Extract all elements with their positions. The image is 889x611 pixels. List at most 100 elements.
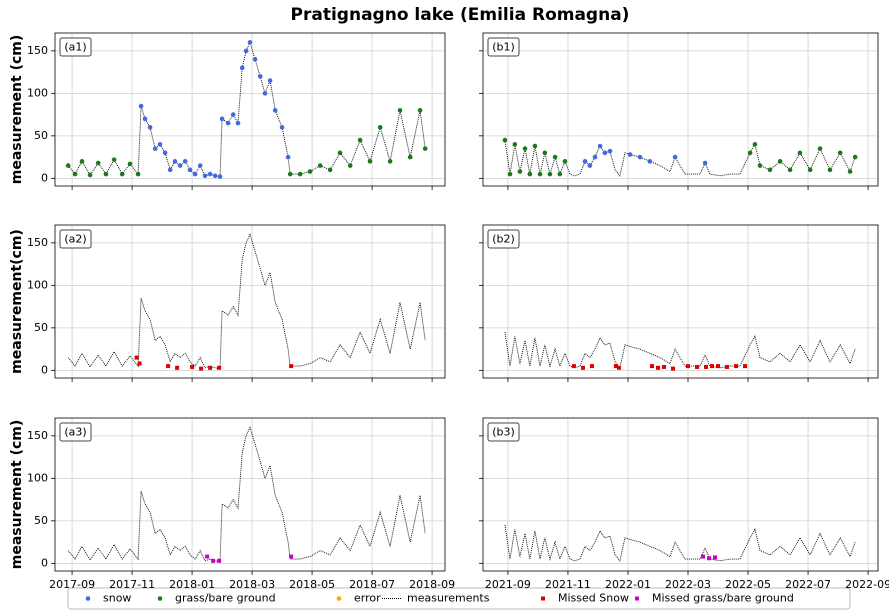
y-tick-label: 100 [27, 278, 48, 291]
square-point [670, 366, 675, 371]
square-point [199, 366, 204, 371]
point [172, 159, 178, 164]
panel-label-box [487, 229, 520, 249]
point [637, 154, 643, 160]
y-tick-label: 0 [41, 556, 48, 569]
y-tick-label: 150 [27, 236, 48, 249]
point [367, 159, 373, 164]
point [262, 91, 268, 96]
panel-label: (a3) [64, 426, 86, 439]
y-tick-label: 100 [27, 86, 48, 99]
point [327, 167, 333, 173]
point [702, 160, 708, 166]
point [557, 171, 563, 177]
point [757, 163, 763, 168]
panel-label: (a2) [64, 233, 86, 246]
legend-label: Missed grass/bare ground [652, 592, 794, 605]
square-point [710, 364, 715, 369]
panel-label-box [487, 37, 520, 57]
panel-label: (b2) [492, 233, 515, 246]
point [138, 103, 144, 109]
point [79, 159, 85, 164]
square-point [589, 364, 594, 369]
point [777, 159, 783, 164]
square-point [616, 365, 621, 370]
panel-label-box [59, 422, 92, 442]
y-axis-label: measurement (cm) [9, 420, 25, 570]
point [747, 150, 753, 156]
point [225, 120, 231, 126]
measurement-line [67, 233, 426, 370]
square-point [725, 364, 730, 369]
square-point [686, 364, 691, 369]
point [767, 167, 773, 173]
point [257, 74, 263, 79]
plot-frame [54, 224, 446, 379]
point [272, 108, 278, 113]
point [537, 171, 543, 177]
point [592, 154, 598, 160]
point [162, 150, 168, 156]
point [407, 154, 413, 160]
plot-frame [482, 417, 879, 572]
y-tick-label: 0 [41, 171, 48, 184]
point [587, 163, 593, 168]
plot-frame [54, 417, 446, 572]
point [177, 163, 183, 168]
x-tick-label: 2022-03 [665, 578, 711, 591]
point [267, 78, 273, 83]
point [72, 171, 78, 177]
legend-label: snow [103, 592, 131, 605]
legend-label: Missed Snow [558, 592, 629, 605]
point [111, 157, 117, 162]
point [347, 163, 353, 168]
legend-label: grass/bare ground [175, 592, 276, 605]
square-point [649, 364, 654, 369]
x-tick-label: 2018-03 [229, 578, 275, 591]
square-point [217, 558, 222, 563]
legend-label: measurements [407, 592, 490, 605]
point [212, 173, 218, 179]
legend-marker [635, 596, 639, 601]
point [317, 163, 323, 168]
point [357, 137, 363, 143]
square-point [175, 365, 180, 370]
point [542, 150, 548, 156]
x-tick-label: 2017-09 [49, 578, 95, 591]
x-tick-label: 2022-07 [785, 578, 831, 591]
point [837, 150, 843, 156]
point [377, 125, 383, 130]
y-axis-label: measurement (cm) [9, 35, 25, 185]
point [152, 146, 158, 151]
point [287, 171, 293, 177]
point [852, 154, 858, 160]
point [279, 125, 285, 130]
point [512, 142, 518, 147]
point [192, 171, 198, 177]
square-point [655, 365, 660, 370]
point [607, 148, 613, 154]
y-tick-label: 100 [27, 471, 48, 484]
square-point [716, 364, 721, 369]
point [285, 154, 291, 160]
point [517, 169, 523, 174]
square-point [704, 364, 709, 369]
measurement-line [504, 525, 856, 562]
point [202, 173, 208, 179]
x-tick-label: 2018-05 [289, 578, 335, 591]
point [217, 174, 223, 179]
square-point [734, 364, 739, 369]
y-tick-label: 50 [34, 321, 48, 334]
square-point [208, 365, 213, 370]
square-point [743, 364, 748, 369]
square-point [613, 364, 618, 369]
point [307, 169, 313, 174]
point [147, 125, 153, 130]
measurement-line [67, 426, 426, 563]
point [103, 171, 109, 177]
panel-label: (b3) [492, 426, 515, 439]
plot-frame [482, 32, 879, 187]
point [247, 40, 253, 45]
point [142, 116, 148, 122]
